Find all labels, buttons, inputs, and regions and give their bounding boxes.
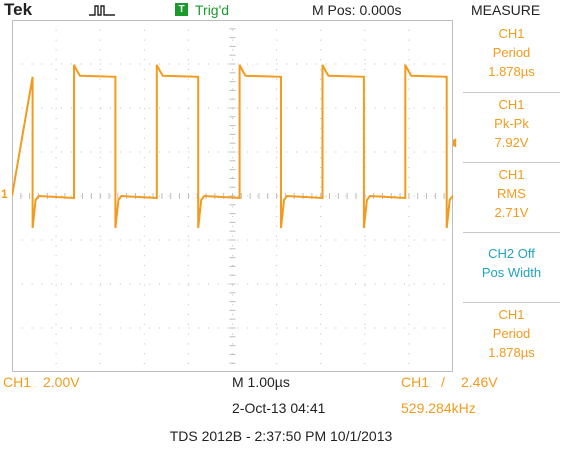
ch1-waveform	[12, 64, 453, 229]
measurement-3-source: CH1	[498, 167, 525, 182]
measurement-2-type: Pk-Pk	[494, 116, 529, 131]
measurement-1-value: 1.878µs	[488, 64, 535, 79]
measure-divider	[463, 92, 560, 93]
horizontal-position: M Pos: 0.000s	[312, 2, 402, 18]
trigger-slope-icon: /	[441, 374, 445, 390]
measurement-1[interactable]: CH1 Period 1.878µs	[463, 24, 560, 81]
trigger-badge: T	[175, 3, 188, 16]
trigger-source: CH1	[401, 374, 430, 390]
measure-divider	[463, 232, 560, 233]
trigger-frequency: 529.284kHz	[401, 400, 476, 416]
measure-divider	[463, 302, 560, 303]
ch1-scale-label: CH1	[3, 374, 32, 390]
measurement-5-type: Period	[492, 326, 531, 341]
measurement-4-type: Pos Width	[481, 265, 542, 280]
measurement-2[interactable]: CH1 Pk-Pk 7.92V	[463, 95, 560, 152]
pulse-acquire-icon	[89, 5, 115, 16]
date-time: 2-Oct-13 04:41	[232, 400, 326, 416]
oscilloscope-display	[12, 20, 453, 372]
measurement-1-source: CH1	[498, 26, 525, 41]
measure-panel: CH1 Period 1.878µs CH1 Pk-Pk 7.92V CH1 R…	[463, 20, 560, 372]
measurement-5-value: 1.878µs	[488, 345, 535, 360]
measurement-5[interactable]: CH1 Period 1.878µs	[463, 305, 560, 362]
footer-caption: TDS 2012B - 2:37:50 PM 10/1/2013	[169, 428, 393, 444]
measurement-3-value: 2.71V	[494, 205, 529, 220]
measurement-2-source: CH1	[498, 97, 525, 112]
ch1-scale-value: 2.00V	[43, 374, 80, 390]
ch1-ground-marker: 1	[1, 187, 8, 201]
brand-logo: Tek	[4, 0, 33, 19]
measurement-4[interactable]: CH2 Off Pos Width	[463, 244, 560, 282]
measurement-1-type: Period	[492, 45, 531, 60]
measure-title: MEASURE	[471, 2, 541, 18]
measurement-5-source: CH1	[498, 307, 525, 322]
measurement-2-value: 7.92V	[494, 135, 529, 150]
timebase: M 1.00µs	[232, 374, 290, 390]
trigger-status: Trig'd	[195, 2, 230, 18]
measurement-4-source: CH2 Off	[488, 246, 535, 261]
measure-divider	[463, 162, 560, 163]
status-header: Tek T Trig'd M Pos: 0.000s MEASURE	[0, 0, 562, 20]
measurement-3-type: RMS	[497, 186, 526, 201]
trigger-level: 2.46V	[461, 374, 498, 390]
measurement-3[interactable]: CH1 RMS 2.71V	[463, 165, 560, 222]
